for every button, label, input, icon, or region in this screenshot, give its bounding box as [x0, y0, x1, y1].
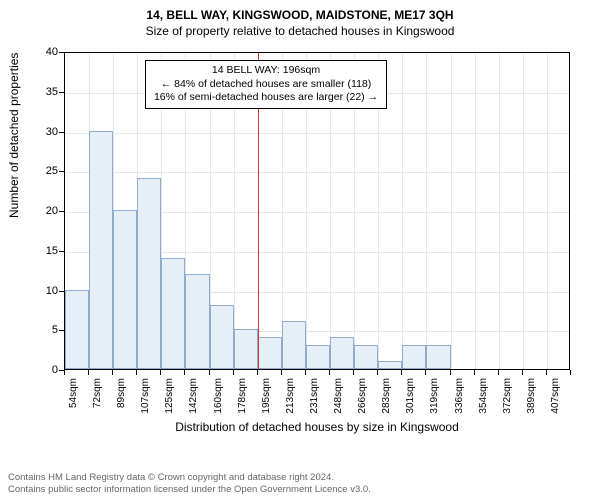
histogram-bar: [113, 210, 137, 369]
histogram-bar: [378, 361, 402, 369]
x-tick-mark: [474, 370, 475, 375]
y-tick-label: 35: [36, 86, 58, 98]
x-tick-label: 407sqm: [550, 378, 561, 424]
x-tick-label: 213sqm: [285, 378, 296, 424]
y-tick-label: 15: [36, 245, 58, 257]
x-tick-mark: [522, 370, 523, 375]
annotation-line3: 16% of semi-detached houses are larger (…: [154, 91, 378, 105]
histogram-bar: [306, 345, 330, 369]
y-tick-mark: [59, 211, 64, 212]
y-tick-mark: [59, 132, 64, 133]
x-tick-mark: [136, 370, 137, 375]
x-tick-mark: [112, 370, 113, 375]
x-tick-mark: [570, 370, 571, 375]
y-axis-title: Number of detached properties: [7, 202, 21, 218]
x-tick-label: 142sqm: [188, 378, 199, 424]
footer-line2: Contains public sector information licen…: [8, 484, 371, 496]
annotation-line2: ← 84% of detached houses are smaller (11…: [154, 78, 378, 92]
x-tick-label: 195sqm: [261, 378, 272, 424]
y-tick-mark: [59, 92, 64, 93]
x-tick-mark: [305, 370, 306, 375]
x-tick-label: 178sqm: [237, 378, 248, 424]
grid-line: [547, 53, 548, 369]
grid-line: [65, 172, 569, 173]
histogram-bar: [402, 345, 426, 369]
x-tick-label: 107sqm: [140, 378, 151, 424]
histogram-bar: [137, 178, 161, 369]
x-tick-label: 301sqm: [405, 378, 416, 424]
x-tick-label: 231sqm: [309, 378, 320, 424]
x-tick-label: 125sqm: [164, 378, 175, 424]
x-tick-label: 160sqm: [213, 378, 224, 424]
grid-line: [523, 53, 524, 369]
x-tick-mark: [329, 370, 330, 375]
x-tick-label: 336sqm: [454, 378, 465, 424]
x-tick-label: 54sqm: [68, 378, 79, 424]
x-tick-label: 283sqm: [381, 378, 392, 424]
y-tick-label: 0: [36, 364, 58, 376]
x-tick-mark: [353, 370, 354, 375]
footer-line1: Contains HM Land Registry data © Crown c…: [8, 472, 371, 484]
y-tick-label: 5: [36, 324, 58, 336]
y-tick-mark: [59, 171, 64, 172]
y-tick-mark: [59, 251, 64, 252]
histogram-bar: [234, 329, 258, 369]
histogram-bar: [161, 258, 185, 369]
x-tick-label: 266sqm: [357, 378, 368, 424]
grid-line: [426, 53, 427, 369]
address-title: 14, BELL WAY, KINGSWOOD, MAIDSTONE, ME17…: [0, 0, 600, 22]
histogram-bar: [426, 345, 450, 369]
y-tick-mark: [59, 52, 64, 53]
x-tick-label: 372sqm: [502, 378, 513, 424]
x-tick-mark: [377, 370, 378, 375]
y-tick-label: 25: [36, 165, 58, 177]
y-tick-mark: [59, 330, 64, 331]
x-tick-label: 89sqm: [116, 378, 127, 424]
y-tick-label: 40: [36, 46, 58, 58]
chart-subtitle: Size of property relative to detached ho…: [0, 22, 600, 38]
x-tick-mark: [88, 370, 89, 375]
histogram-bar: [185, 274, 209, 369]
x-tick-mark: [281, 370, 282, 375]
x-tick-mark: [233, 370, 234, 375]
x-tick-label: 248sqm: [333, 378, 344, 424]
x-tick-mark: [257, 370, 258, 375]
x-tick-label: 389sqm: [526, 378, 537, 424]
x-tick-mark: [64, 370, 65, 375]
histogram-bar: [354, 345, 378, 369]
histogram-bar: [282, 321, 306, 369]
y-tick-label: 30: [36, 126, 58, 138]
x-tick-mark: [160, 370, 161, 375]
histogram-bar: [330, 337, 354, 369]
x-tick-mark: [209, 370, 210, 375]
x-tick-mark: [401, 370, 402, 375]
y-tick-label: 20: [36, 205, 58, 217]
grid-line: [475, 53, 476, 369]
histogram-bar: [89, 131, 113, 370]
x-tick-mark: [184, 370, 185, 375]
x-tick-mark: [450, 370, 451, 375]
histogram-bar: [210, 305, 234, 369]
y-tick-label: 10: [36, 285, 58, 297]
footer-attribution: Contains HM Land Registry data © Crown c…: [8, 472, 371, 496]
grid-line: [499, 53, 500, 369]
x-tick-label: 354sqm: [478, 378, 489, 424]
y-tick-mark: [59, 291, 64, 292]
annotation-line1: 14 BELL WAY: 196sqm: [154, 64, 378, 78]
histogram-bar: [258, 337, 282, 369]
x-tick-mark: [498, 370, 499, 375]
grid-line: [451, 53, 452, 369]
histogram-bar: [65, 290, 89, 370]
x-tick-label: 319sqm: [429, 378, 440, 424]
grid-line: [65, 133, 569, 134]
x-tick-label: 72sqm: [92, 378, 103, 424]
x-tick-mark: [425, 370, 426, 375]
x-tick-mark: [546, 370, 547, 375]
grid-line: [402, 53, 403, 369]
annotation-box: 14 BELL WAY: 196sqm ← 84% of detached ho…: [145, 60, 387, 109]
